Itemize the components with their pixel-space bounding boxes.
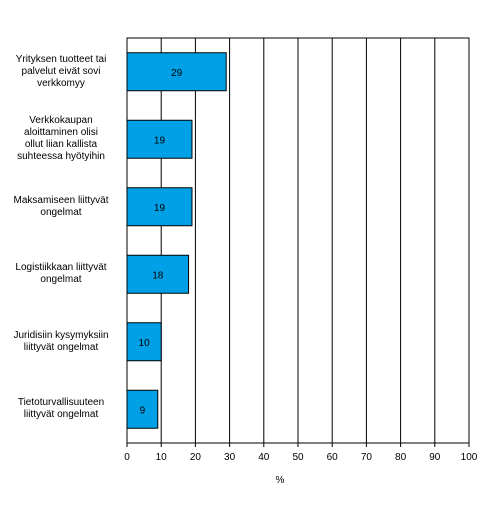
category-label-line: ongelmat <box>40 274 82 286</box>
category-label-line: Logistiikkaan liittyvät <box>15 262 107 274</box>
category-label-line: Maksamiseen liittyvät <box>13 194 109 206</box>
data-label: 9 <box>140 405 146 416</box>
data-label: 10 <box>139 338 151 349</box>
bar <box>126 52 227 92</box>
data-label: 29 <box>171 68 183 79</box>
category-label-line: ongelmat <box>40 206 82 218</box>
category-label-line: aloittaminen olisi <box>24 127 98 139</box>
data-label: 19 <box>154 203 166 214</box>
category-label-line: liittyvät ongelmat <box>23 409 99 421</box>
x-tick-label: 90 <box>429 452 441 463</box>
bar <box>126 254 190 294</box>
category-label-line: verkkomyy <box>37 77 85 89</box>
category-label: Logistiikkaan liittyvät ongelmat <box>0 262 122 286</box>
x-tick-label: 20 <box>190 452 202 463</box>
category-label-line: ollut liian kallista <box>24 139 98 151</box>
x-tick-label: 80 <box>395 452 407 463</box>
x-tick-label: 50 <box>292 452 304 463</box>
bar <box>126 119 193 159</box>
category-label: Juridisiin kysymyksiin liittyvät ongelmat <box>0 330 122 354</box>
x-tick-label: 30 <box>224 452 236 463</box>
category-label: Maksamiseen liittyvät ongelmat <box>0 195 122 219</box>
category-label-line: Yrityksen tuotteet tai <box>15 53 107 65</box>
data-label: 18 <box>152 270 164 281</box>
data-label: 19 <box>154 135 166 146</box>
category-label-line: liittyvät ongelmat <box>23 341 99 353</box>
x-tick-label: 100 <box>461 452 478 463</box>
x-tick-label: 40 <box>258 452 270 463</box>
x-tick-label: 10 <box>156 452 168 463</box>
category-label: Verkkokaupan aloittaminen olisi ollut liia… <box>0 115 122 163</box>
bar <box>126 322 162 362</box>
category-label-line: Verkkokaupan <box>29 115 93 127</box>
x-tick-label: 60 <box>327 452 339 463</box>
category-label-line: Tietoturvallisuuteen <box>17 397 105 409</box>
category-label-line: Juridisiin kysymyksiin <box>13 329 109 341</box>
category-label-line: palvelut eivät sovi <box>21 65 101 77</box>
category-label-line: suhteessa hyötyihin <box>17 151 105 163</box>
x-axis-label: % <box>276 475 285 486</box>
bar <box>126 187 193 227</box>
bar <box>126 389 159 429</box>
category-label: Yrityksen tuotteet tai palvelut eivät sov… <box>0 54 122 90</box>
x-tick-label: 0 <box>124 452 130 463</box>
category-label: Tietoturvallisuuteen liittyvät ongelmat <box>0 397 122 421</box>
x-tick-label: 70 <box>361 452 373 463</box>
